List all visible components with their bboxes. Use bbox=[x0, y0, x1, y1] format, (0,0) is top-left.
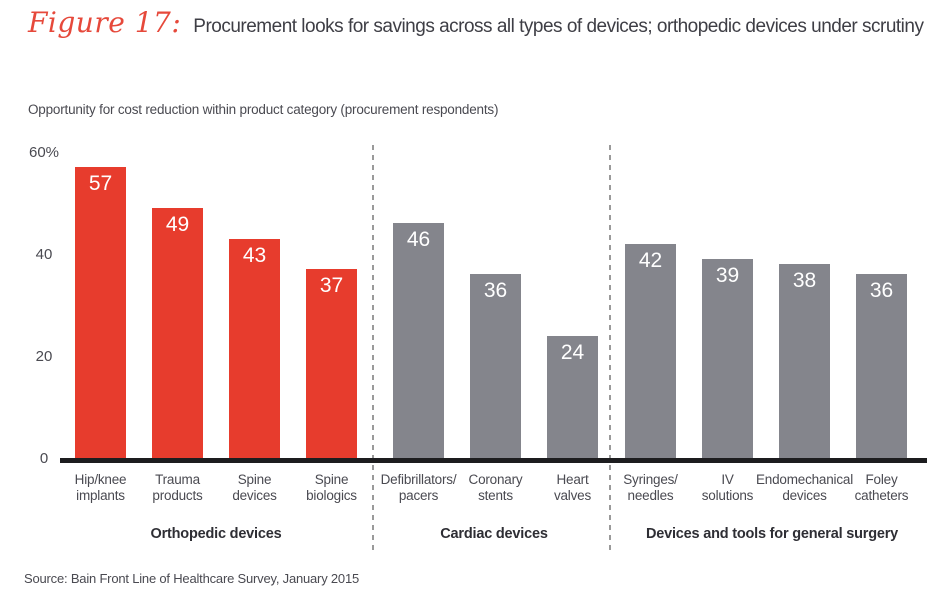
x-axis-category-label: Coronary stents bbox=[468, 472, 523, 503]
bar-endomechanical-devices: 38 bbox=[779, 264, 830, 458]
source-note: Source: Bain Front Line of Healthcare Su… bbox=[24, 571, 360, 586]
x-axis-category-label: IV solutions bbox=[701, 472, 754, 503]
x-axis-category-label: Trauma products bbox=[152, 472, 203, 503]
x-axis-category-label: Defibrillators/ pacers bbox=[380, 472, 457, 503]
group-label: Devices and tools for general surgery bbox=[645, 526, 899, 542]
bar-value-label: 39 bbox=[715, 264, 740, 287]
figure-number-label: Figure 17: bbox=[28, 6, 182, 39]
group-label: Cardiac devices bbox=[440, 526, 548, 542]
x-axis-category-label: Spine devices bbox=[232, 472, 277, 503]
bar-iv-solutions: 39 bbox=[702, 259, 753, 458]
x-axis-category-label: Foley catheters bbox=[854, 472, 909, 503]
bar-value-label: 36 bbox=[869, 279, 894, 302]
y-axis-tick-label: 20 bbox=[35, 348, 53, 365]
y-axis-tick-label: 0 bbox=[39, 450, 49, 467]
chart-subtitle: Opportunity for cost reduction within pr… bbox=[28, 102, 499, 117]
figure-title: Procurement looks for savings across all… bbox=[193, 16, 924, 37]
x-axis-category-label: Syringes/ needles bbox=[623, 472, 678, 503]
bar-value-label: 46 bbox=[406, 228, 431, 251]
x-axis-category-label: Hip/knee implants bbox=[74, 472, 127, 503]
bar-value-label: 43 bbox=[242, 244, 267, 267]
bar-value-label: 49 bbox=[165, 213, 190, 236]
x-axis-category-label: Endomechanical devices bbox=[755, 472, 853, 503]
bar-trauma-products: 49 bbox=[152, 208, 203, 458]
bar-value-label: 37 bbox=[319, 274, 344, 297]
group-separator-dashed-line bbox=[372, 145, 374, 551]
bar-foley-catheters: 36 bbox=[856, 274, 907, 458]
bar-syringes-needles: 42 bbox=[625, 244, 676, 458]
y-axis-tick-label: 40 bbox=[35, 246, 53, 263]
bar-spine-biologics: 37 bbox=[306, 269, 357, 458]
bar-value-label: 24 bbox=[560, 341, 585, 364]
bar-value-label: 38 bbox=[792, 269, 817, 292]
figure-title-row: Figure 17: Procurement looks for savings… bbox=[28, 6, 944, 39]
bar-spine-devices: 43 bbox=[229, 239, 280, 458]
bar-value-label: 36 bbox=[483, 279, 508, 302]
bar-heart-valves: 24 bbox=[547, 336, 598, 458]
y-axis-tick-label: 60% bbox=[28, 144, 60, 161]
bar-defibrillators-pacers: 46 bbox=[393, 223, 444, 458]
x-axis-category-label: Heart valves bbox=[553, 472, 592, 503]
bar-hip-knee-implants: 57 bbox=[75, 167, 126, 458]
x-axis-category-label: Spine biologics bbox=[306, 472, 357, 503]
x-axis-line bbox=[60, 458, 927, 463]
bar-coronary-stents: 36 bbox=[470, 274, 521, 458]
group-separator-dashed-line bbox=[609, 145, 611, 551]
bar-value-label: 42 bbox=[638, 249, 663, 272]
group-label: Orthopedic devices bbox=[150, 526, 282, 542]
bar-value-label: 57 bbox=[88, 172, 113, 195]
